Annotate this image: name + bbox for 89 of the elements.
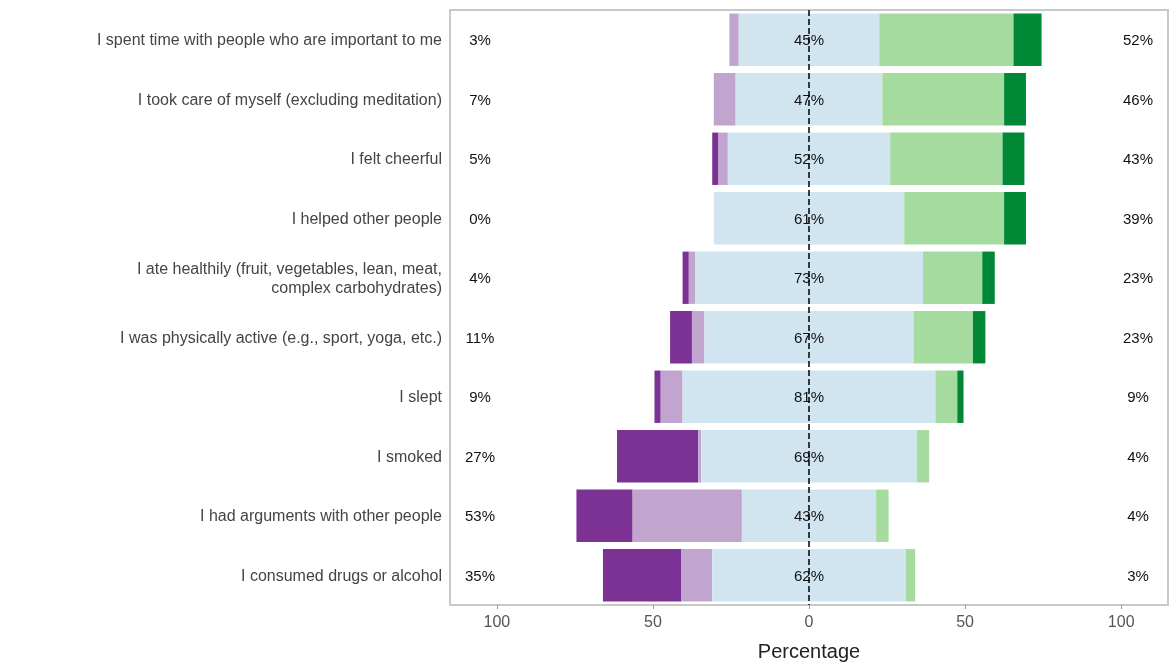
bar — [718, 132, 728, 185]
annotation: 7% — [469, 90, 491, 108]
data-label: 61% — [793, 209, 825, 227]
annotation: 3% — [469, 31, 491, 49]
bar — [982, 251, 995, 304]
x-tick-label: 50 — [644, 612, 662, 630]
y-tick-label: I ate healthily (fruit, vegetables, lean, meat, complex carbohydrates) — [136, 259, 442, 296]
bar — [916, 430, 930, 483]
bar — [890, 132, 1003, 185]
y-tick-label: I smoked — [377, 447, 442, 465]
bar — [957, 370, 964, 423]
data-label: 73% — [793, 269, 825, 287]
bar — [695, 251, 923, 304]
annotation: 39% — [1122, 209, 1154, 227]
y-tick-label: I consumed drugs or alcohol — [241, 566, 442, 584]
bar — [1004, 192, 1026, 245]
bar — [913, 311, 973, 364]
data-label: 52% — [793, 150, 825, 168]
bar — [602, 549, 682, 602]
x-tick-label: 100 — [483, 612, 511, 630]
annotation: 43% — [1122, 150, 1154, 168]
bar — [1002, 132, 1025, 185]
bar — [876, 489, 889, 542]
annotation: 46% — [1122, 90, 1154, 108]
annotation: 9% — [469, 388, 491, 406]
x-tick-label: 100 — [1107, 612, 1135, 630]
data-label: 45% — [793, 31, 825, 49]
annotation: 9% — [1127, 388, 1149, 406]
annotation: 4% — [469, 269, 491, 287]
y-tick-label: I was physically active (e.g., sport, yoga, etc.) — [120, 328, 442, 346]
bar — [682, 251, 689, 304]
data-label: 67% — [793, 328, 825, 346]
bar — [1004, 73, 1026, 126]
x-tick-label: 0 — [804, 612, 814, 630]
annotation: 53% — [464, 507, 496, 525]
bar — [922, 251, 983, 304]
annotation: 4% — [1127, 447, 1149, 465]
bar — [735, 73, 883, 126]
bar — [729, 13, 739, 66]
data-label: 62% — [793, 566, 825, 584]
bar — [682, 370, 936, 423]
y-tick-label: I had arguments with other people — [200, 507, 443, 525]
y-tick-label: I spent time with people who are important to me — [96, 31, 443, 49]
y-tick-label: I took care of myself (excluding meditation) — [137, 90, 442, 108]
annotation: 23% — [1122, 269, 1154, 287]
annotation: 52% — [1122, 31, 1154, 49]
bar — [701, 430, 917, 483]
x-axis-title: Percentage — [757, 640, 861, 662]
bar — [882, 73, 1005, 126]
annotation: 11% — [465, 328, 495, 346]
bar — [698, 430, 702, 483]
bar — [879, 13, 1014, 66]
data-label: 43% — [793, 507, 825, 525]
annotation: 5% — [469, 150, 491, 168]
bar — [691, 311, 705, 364]
annotation: 27% — [464, 447, 496, 465]
bar — [972, 311, 986, 364]
bar — [904, 192, 1005, 245]
bar — [741, 489, 877, 542]
y-tick-label: I helped other people — [291, 209, 443, 227]
bar — [704, 311, 914, 364]
annotation: 0% — [469, 209, 491, 227]
bar — [688, 251, 696, 304]
y-tick-label: I felt cheerful — [350, 150, 442, 168]
bar — [654, 370, 661, 423]
data-label: 69% — [793, 447, 825, 465]
y-tick-label: I slept — [399, 388, 443, 406]
bar — [576, 489, 633, 542]
bar — [935, 370, 958, 423]
bar — [681, 549, 713, 602]
bar — [727, 132, 891, 185]
data-label: 81% — [793, 388, 825, 406]
annotation: 23% — [1122, 328, 1154, 346]
bar — [713, 73, 736, 126]
annotation: 4% — [1127, 507, 1149, 525]
annotation: 3% — [1127, 566, 1149, 584]
bar — [617, 430, 699, 483]
bar — [713, 192, 905, 245]
bar — [660, 370, 683, 423]
bar — [632, 489, 742, 542]
bar — [712, 132, 719, 185]
bar — [1013, 13, 1042, 66]
annotation: 35% — [464, 566, 496, 584]
bar — [712, 549, 906, 602]
x-tick-label: 50 — [956, 612, 975, 630]
bar — [670, 311, 692, 364]
data-label: 47% — [793, 90, 825, 108]
bar — [905, 549, 916, 602]
bar — [738, 13, 880, 66]
